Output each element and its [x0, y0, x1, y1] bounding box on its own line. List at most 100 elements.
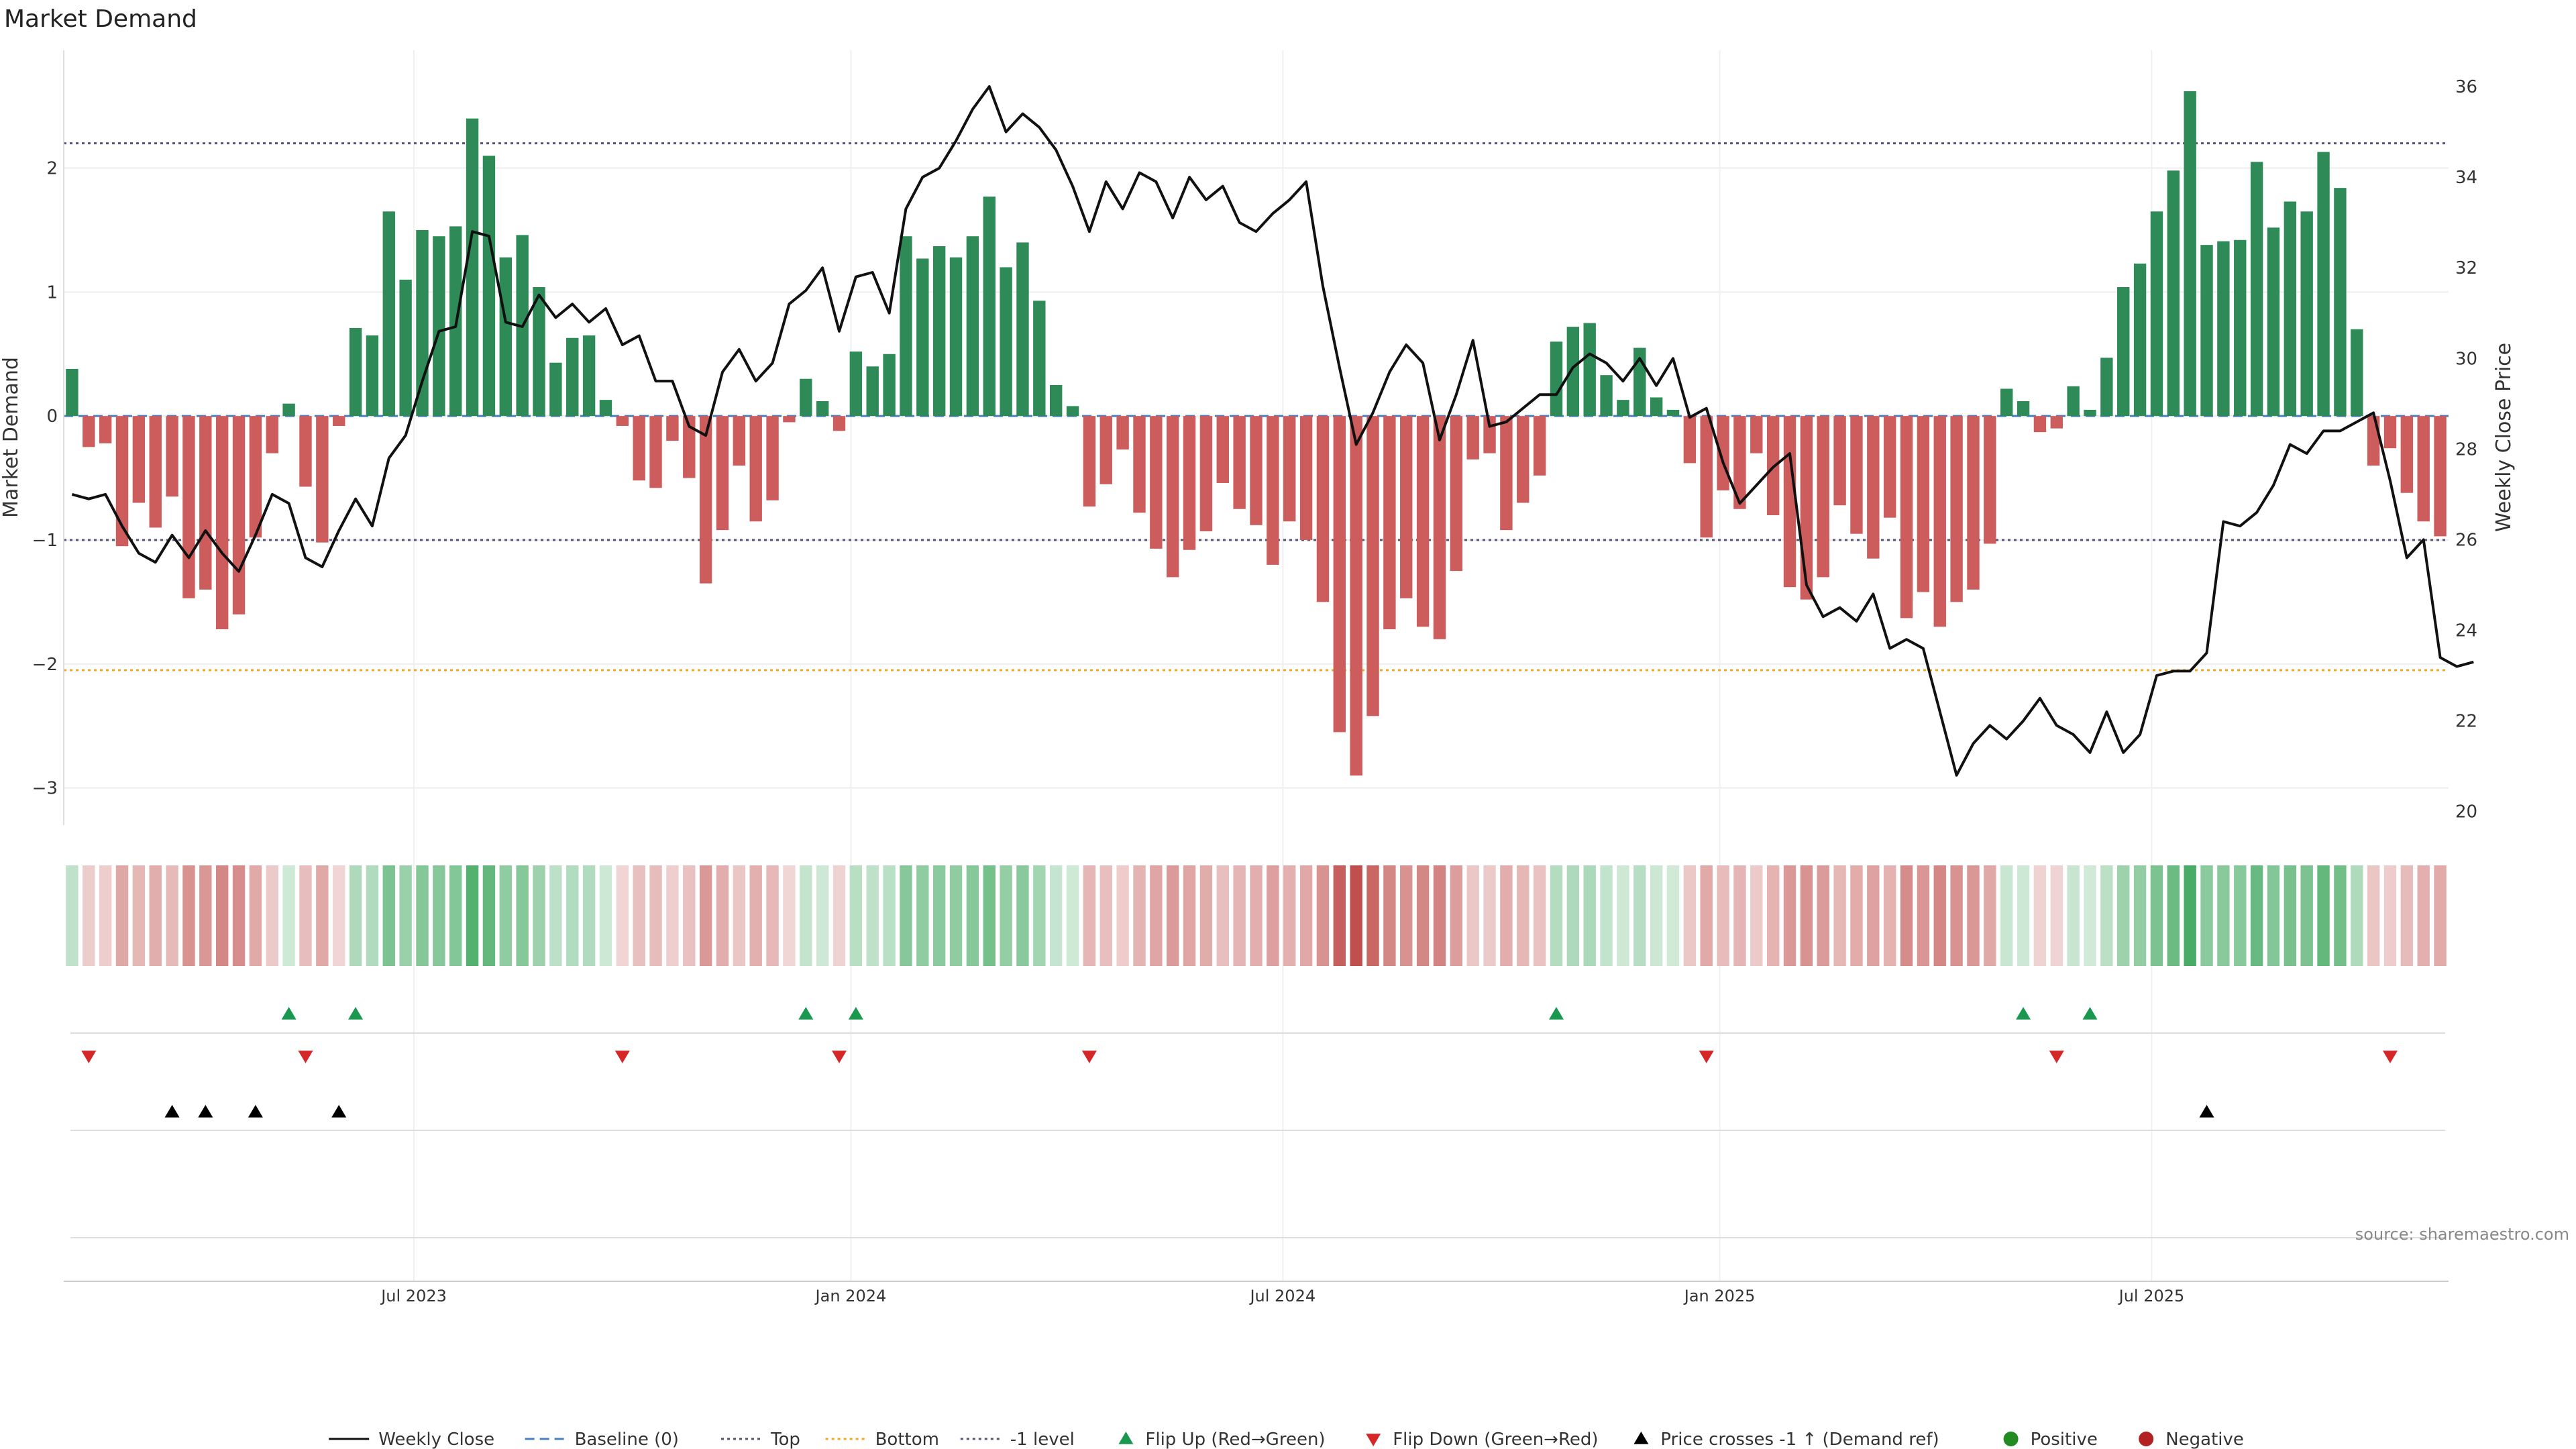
heatmap-cell: [1233, 865, 1246, 966]
demand-bar: [232, 416, 246, 614]
heatmap-cell: [749, 865, 762, 966]
demand-bar: [1717, 416, 1729, 491]
heatmap-cell: [182, 865, 195, 966]
heatmap-cell: [1566, 865, 1580, 966]
demand-bar: [83, 416, 95, 447]
demand-bar: [132, 416, 146, 503]
heatmap-cell: [916, 865, 929, 966]
demand-bar: [766, 416, 779, 500]
flip-down-marker: [614, 1051, 630, 1063]
heatmap-cell: [1733, 865, 1746, 966]
demand-bar: [149, 416, 162, 528]
heatmap-cell: [800, 865, 812, 966]
heatmap-cell: [1917, 865, 1930, 966]
demand-bar: [833, 416, 846, 431]
heatmap-cell: [1466, 865, 1479, 966]
heatmap-cell: [1766, 865, 1780, 966]
heatmap-cell: [716, 865, 729, 966]
heatmap-cell: [316, 865, 329, 966]
demand-bar: [2300, 211, 2313, 417]
demand-bar: [416, 229, 429, 417]
heatmap-cell: [883, 865, 896, 966]
heatmap-cell: [566, 865, 579, 966]
heatmap-cell: [1416, 865, 1430, 966]
heatmap-cell: [1700, 865, 1713, 966]
heatmap-cell: [666, 865, 679, 966]
heatmap-cell: [549, 865, 562, 966]
demand-bar: [1150, 416, 1163, 549]
demand-bar: [2284, 201, 2297, 417]
weekly-close-line: [71, 85, 2474, 777]
y-tick-label: −1: [32, 531, 58, 551]
legend-flip-up-label: Flip Up (Red→Green): [1145, 1430, 1325, 1449]
y2-tick-label: 34: [2455, 168, 2477, 188]
heatmap-cell: [516, 865, 529, 966]
demand-bar: [1283, 416, 1296, 522]
heatmap-cell: [649, 865, 662, 966]
demand-bar: [1600, 375, 1613, 417]
demand-bar: [2150, 211, 2163, 417]
heatmap-cell: [2284, 865, 2297, 966]
heatmap-cell: [433, 865, 445, 966]
demand-bar: [1666, 409, 1680, 417]
heatmap-cell: [215, 865, 229, 966]
flip-down-marker: [81, 1051, 97, 1063]
demand-bar: [215, 416, 229, 630]
price-cross-marker: [2199, 1105, 2214, 1118]
demand-bar: [1116, 416, 1129, 450]
demand-bar: [1383, 416, 1396, 630]
heatmap-cell: [2434, 865, 2447, 966]
demand-bar: [1500, 416, 1513, 531]
heatmap-cell: [949, 865, 963, 966]
demand-bar: [1850, 416, 1863, 534]
legend-flip-up-symbol: [1118, 1432, 1134, 1444]
heatmap-cell: [2084, 865, 2096, 966]
demand-bar: [349, 327, 362, 417]
demand-bar: [1800, 416, 1813, 600]
price-line-group: [71, 85, 2474, 777]
heatmap-cell: [1383, 865, 1396, 966]
demand-bar: [1617, 400, 1629, 417]
heatmap-cell: [115, 865, 129, 966]
demand-bar: [182, 416, 195, 598]
heatmap-cell: [199, 865, 212, 966]
heatmap-cell: [416, 865, 429, 966]
heatmap-cell: [399, 865, 412, 966]
demand-bar: [366, 335, 379, 417]
heatmap-cell: [149, 865, 162, 966]
demand-bar: [2084, 409, 2096, 417]
heatmap-cell: [1867, 865, 1880, 966]
demand-bar: [99, 416, 112, 443]
flip-up-marker: [848, 1007, 863, 1020]
demand-bar: [549, 362, 562, 417]
heatmap-cell: [99, 865, 112, 966]
demand-bar: [1350, 416, 1362, 776]
x-tick-label: Jan 2025: [1683, 1287, 1756, 1305]
y2-tick-label: 20: [2455, 802, 2477, 822]
x-tick-label: Jul 2025: [2118, 1287, 2185, 1305]
heatmap-cell: [1316, 865, 1330, 966]
demand-bar: [1133, 416, 1146, 513]
legend-weekly-close-label: Weekly Close: [378, 1430, 494, 1449]
demand-bar: [1984, 416, 1996, 544]
heatmap-cell: [1250, 865, 1263, 966]
heatmap-cell: [249, 865, 262, 966]
heatmap-cell: [2000, 865, 2013, 966]
demand-bar: [1016, 242, 1029, 417]
heatmap-cell: [1833, 865, 1846, 966]
demand-bar: [1216, 416, 1229, 483]
heatmap-cell: [2067, 865, 2080, 966]
demand-bar: [932, 246, 946, 417]
demand-bar: [1450, 416, 1463, 572]
heatmap-cell: [1633, 865, 1646, 966]
heatmap-cell: [1933, 865, 1946, 966]
heatmap-cell: [1450, 865, 1463, 966]
demand-bar: [2217, 241, 2230, 417]
demand-bar: [2000, 388, 2013, 417]
y-axis-label: Market Demand: [0, 357, 23, 518]
demand-bar: [2400, 416, 2414, 493]
demand-bar: [2434, 416, 2447, 537]
flip-down-marker: [298, 1051, 313, 1063]
heatmap-cell: [2234, 865, 2247, 966]
